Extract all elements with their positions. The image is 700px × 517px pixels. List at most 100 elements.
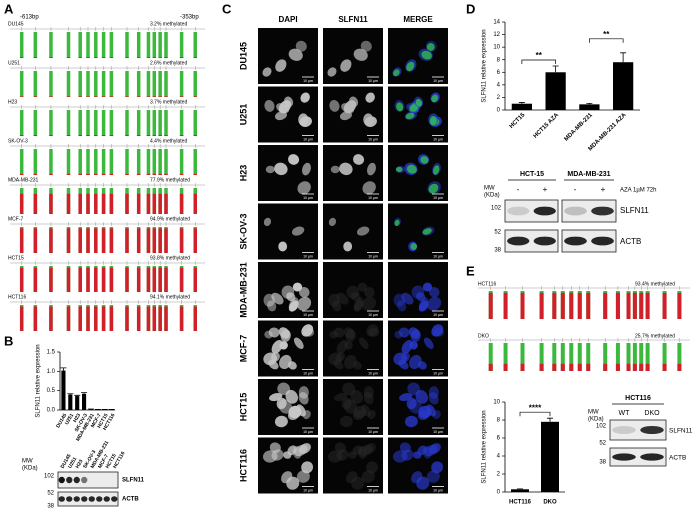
cpg-unmethylated bbox=[193, 110, 197, 136]
nucleus bbox=[298, 386, 309, 399]
slfn11-signal bbox=[352, 410, 365, 421]
nucleus-merge bbox=[398, 327, 410, 338]
nucleus-merge bbox=[433, 327, 445, 337]
cpg-methylated bbox=[66, 173, 71, 175]
cpg-methylated bbox=[33, 57, 38, 58]
row-label: U251 bbox=[238, 104, 248, 126]
cpg-methylated bbox=[677, 363, 682, 371]
slfn11-merge bbox=[428, 183, 439, 194]
nucleus bbox=[269, 392, 283, 402]
label: 3.2% methylated bbox=[150, 21, 187, 27]
slfn11-signal bbox=[348, 451, 357, 459]
cpg-methylated bbox=[577, 292, 582, 319]
x-tick-label: U251 bbox=[64, 412, 75, 426]
cpg-methylated bbox=[78, 57, 82, 58]
cpg-methylated bbox=[86, 228, 90, 253]
lane-label: U251 bbox=[67, 456, 78, 470]
blot-band bbox=[612, 453, 636, 461]
cpg-unmethylated bbox=[146, 71, 151, 97]
significance: **** bbox=[529, 403, 542, 412]
cpg-unmethylated bbox=[136, 149, 141, 175]
significance-bracket bbox=[519, 411, 551, 417]
cpg-methylated bbox=[152, 306, 157, 331]
y-axis-label: SLFN11 relative expression bbox=[482, 410, 488, 483]
bar bbox=[82, 393, 87, 410]
cpg-methylated bbox=[569, 292, 574, 319]
nucleus bbox=[275, 59, 287, 72]
cpg-unmethylated bbox=[158, 149, 162, 175]
cpg-unmethylated bbox=[66, 32, 71, 58]
slfn11-signal bbox=[350, 389, 364, 404]
cpg-methylated bbox=[552, 292, 557, 319]
cpg-methylated bbox=[146, 228, 151, 253]
nucleus bbox=[268, 327, 280, 338]
cpg-methylated bbox=[193, 193, 197, 214]
blot-band bbox=[58, 496, 65, 502]
slfn11-signal bbox=[339, 415, 353, 428]
nucleus bbox=[296, 404, 306, 417]
label: -353bp bbox=[180, 15, 199, 21]
nucleus bbox=[267, 300, 277, 312]
cpg-unmethylated bbox=[503, 343, 508, 371]
slfn11-signal bbox=[343, 399, 358, 414]
scale-label: 10 µm bbox=[433, 371, 443, 375]
scale-label: 10 µm bbox=[303, 488, 313, 492]
cpg-methylated bbox=[645, 363, 650, 371]
cpg-unmethylated bbox=[626, 343, 631, 371]
cpg-unmethylated bbox=[164, 32, 168, 58]
significance-bracket bbox=[589, 38, 624, 43]
nucleus-merge bbox=[411, 285, 425, 299]
nucleus-merge bbox=[404, 415, 418, 428]
cpg-methylated bbox=[109, 306, 114, 331]
y-tick-label: 1.5 bbox=[47, 350, 56, 356]
cpg-unmethylated bbox=[49, 110, 53, 136]
nucleus-merge bbox=[409, 354, 422, 370]
bar bbox=[88, 409, 93, 410]
cpg-methylated bbox=[626, 292, 631, 319]
label: H23 bbox=[8, 99, 17, 105]
cpg-methylated bbox=[539, 292, 544, 319]
slfn11-merge bbox=[421, 50, 432, 60]
nucleus-merge bbox=[415, 389, 429, 404]
slfn11-signal bbox=[362, 181, 376, 195]
cpg-unmethylated bbox=[94, 149, 98, 175]
cpg-methylated bbox=[49, 57, 53, 58]
nucleus-merge bbox=[398, 359, 409, 370]
cpg-methylated bbox=[125, 193, 129, 214]
nucleus bbox=[292, 282, 303, 292]
cpg-methylated bbox=[49, 228, 53, 253]
column-header: MERGE bbox=[403, 15, 433, 24]
cpg-methylated bbox=[146, 306, 151, 331]
cpg-unmethylated bbox=[78, 110, 82, 136]
marker: 52 bbox=[47, 491, 54, 497]
slfn11-signal bbox=[344, 354, 357, 370]
marker: 102 bbox=[596, 424, 607, 430]
cpg-unmethylated bbox=[662, 343, 667, 371]
cpg-unmethylated bbox=[164, 71, 168, 97]
micrograph bbox=[258, 203, 318, 260]
treatment-label: AZA 1µM 72h bbox=[620, 188, 656, 194]
slfn11-signal bbox=[361, 470, 375, 483]
cpg-methylated bbox=[33, 228, 38, 253]
y-tick-label: 10 bbox=[493, 400, 500, 406]
nucleus bbox=[302, 162, 311, 176]
band-label: ACTB bbox=[620, 237, 641, 246]
label: -613bp bbox=[20, 15, 39, 21]
slfn11-signal bbox=[343, 327, 355, 339]
cpg-methylated bbox=[152, 135, 157, 136]
cpg-methylated bbox=[193, 57, 197, 58]
cpg-methylated bbox=[49, 193, 53, 214]
slfn11-signal bbox=[330, 165, 340, 174]
cpg-methylated bbox=[33, 267, 38, 292]
marker: 52 bbox=[494, 230, 501, 236]
scale-label: 10 µm bbox=[368, 137, 378, 141]
nucleus-merge bbox=[428, 392, 439, 405]
group-label: HCT-15 bbox=[520, 171, 544, 178]
cpg-unmethylated bbox=[78, 149, 82, 175]
cpg-methylated bbox=[19, 57, 24, 58]
cpg-unmethylated bbox=[33, 110, 38, 136]
slfn11-signal bbox=[362, 296, 377, 311]
nucleus-merge bbox=[408, 399, 423, 414]
cpg-methylated bbox=[136, 193, 141, 214]
nucleus bbox=[298, 286, 310, 298]
